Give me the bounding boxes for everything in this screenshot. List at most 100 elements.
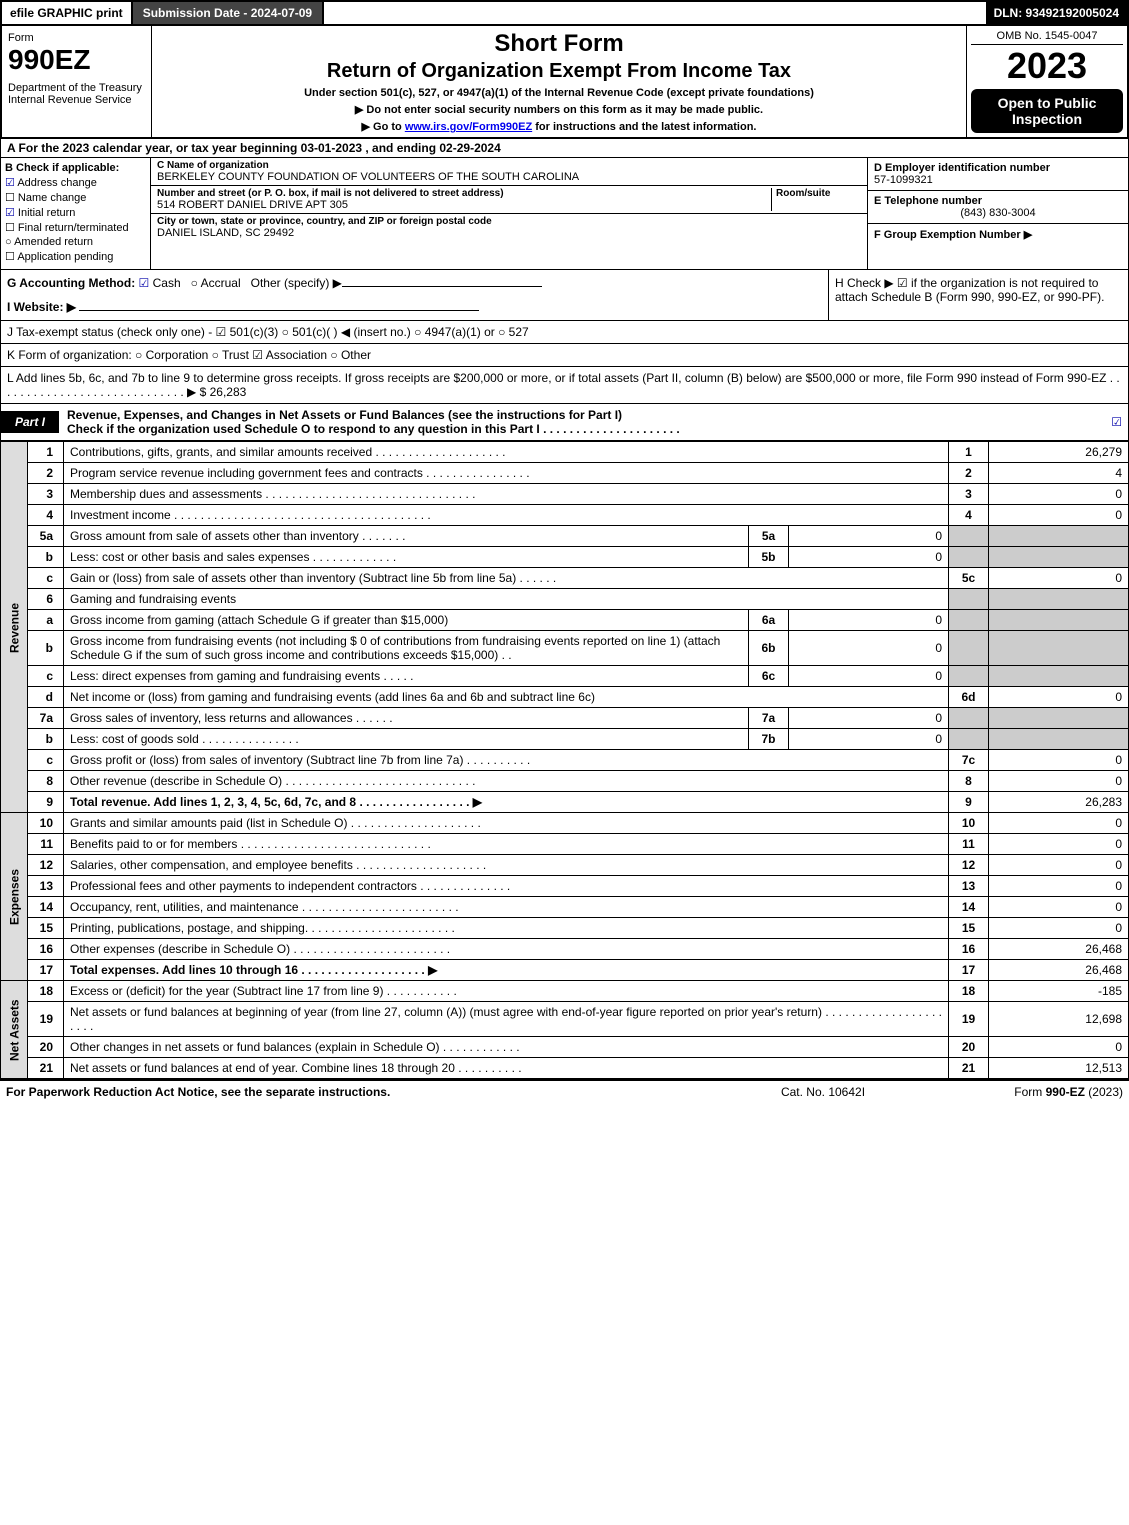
col-b-header: B Check if applicable: [5,162,146,174]
form-title-short: Short Form [160,30,958,58]
line-rval: 0 [989,568,1129,589]
chk-initial-return[interactable]: Initial return [5,206,146,219]
line-num: c [28,666,64,687]
line-rnum: 15 [949,918,989,939]
line-num: 4 [28,505,64,526]
form-title-long: Return of Organization Exempt From Incom… [160,60,958,83]
shade-cell [989,666,1129,687]
line-desc: Less: cost or other basis and sales expe… [64,547,749,568]
org-name-label: C Name of organization [157,160,861,171]
line-num: 19 [28,1002,64,1037]
chk-address-change[interactable]: Address change [5,176,146,189]
footer-cat-no: Cat. No. 10642I [723,1085,923,1099]
line-num: 1 [28,442,64,463]
line-desc: Contributions, gifts, grants, and simila… [64,442,949,463]
part-1-schedule-o-checkbox[interactable] [1111,415,1128,429]
chk-label: Application pending [17,251,113,263]
line-num: 8 [28,771,64,792]
irs-link[interactable]: www.irs.gov/Form990EZ [405,121,532,133]
line-rval: 0 [989,484,1129,505]
efile-print-button[interactable]: efile GRAPHIC print [2,2,133,24]
line-num: 7a [28,708,64,729]
dln-label: DLN: 93492192005024 [986,2,1127,24]
omb-number: OMB No. 1545-0047 [971,30,1123,45]
line-num: 10 [28,813,64,834]
shade-cell [989,631,1129,666]
ein-value: 57-1099321 [874,174,1122,186]
chk-label: Initial return [18,207,75,219]
line-rval: -185 [989,981,1129,1002]
shade-cell [949,708,989,729]
chk-cash[interactable] [139,276,153,290]
line-midnum: 5a [749,526,789,547]
shade-cell [989,610,1129,631]
line-rval: 0 [989,687,1129,708]
chk-final-return[interactable]: Final return/terminated [5,221,146,234]
open-to-public-badge: Open to Public Inspection [971,89,1123,133]
line-rnum: 8 [949,771,989,792]
line-rval: 26,468 [989,939,1129,960]
part-1-tab: Part I [1,411,59,433]
shade-cell [949,610,989,631]
footer-paperwork-notice: For Paperwork Reduction Act Notice, see … [6,1085,723,1099]
line-rval: 0 [989,750,1129,771]
chk-name-change[interactable]: Name change [5,191,146,204]
chk-label: Address change [17,177,97,189]
line-rnum: 3 [949,484,989,505]
group-exemption-header: F Group Exemption Number ▶ [874,229,1032,241]
line-num: b [28,631,64,666]
line-num: 15 [28,918,64,939]
line-rval: 0 [989,918,1129,939]
line-rnum: 13 [949,876,989,897]
line-rval: 0 [989,771,1129,792]
line-rnum: 18 [949,981,989,1002]
row-l-gross-receipts: L Add lines 5b, 6c, and 7b to line 9 to … [0,367,1129,404]
chk-application-pending[interactable]: Application pending [5,250,146,263]
line-desc: Gross profit or (loss) from sales of inv… [64,750,949,771]
line-desc: Other changes in net assets or fund bala… [64,1037,949,1058]
line-num: 2 [28,463,64,484]
line-rnum: 5c [949,568,989,589]
line-num: 6 [28,589,64,610]
line-rval: 0 [989,813,1129,834]
form-subtitle-2: ▶ Do not enter social security numbers o… [160,103,958,116]
sub3-post: for instructions and the latest informat… [532,121,756,133]
line-rval: 0 [989,897,1129,918]
cell-phone: E Telephone number (843) 830-3004 [868,191,1128,224]
address-value: 514 ROBERT DANIEL DRIVE APT 305 [157,199,771,211]
form-subtitle-3: ▶ Go to www.irs.gov/Form990EZ for instru… [160,120,958,133]
chk-label: Amended return [14,236,93,248]
shade-cell [989,526,1129,547]
chk-amended-return[interactable]: Amended return [5,236,146,248]
row-a-tax-year: A For the 2023 calendar year, or tax yea… [0,139,1129,158]
line-desc: Total revenue. Add lines 1, 2, 3, 4, 5c,… [64,792,949,813]
line-midnum: 6c [749,666,789,687]
line-rnum: 11 [949,834,989,855]
cell-group-exemption: F Group Exemption Number ▶ [868,224,1128,245]
line-rnum: 19 [949,1002,989,1037]
shade-cell [949,589,989,610]
line-midnum: 7b [749,729,789,750]
header-left: Form 990EZ Department of the Treasury In… [2,26,152,137]
line-rval: 12,698 [989,1002,1129,1037]
top-bar: efile GRAPHIC print Submission Date - 20… [0,0,1129,26]
cell-org-name: C Name of organization BERKELEY COUNTY F… [151,158,867,186]
line-rnum: 14 [949,897,989,918]
line-rval: 0 [989,855,1129,876]
line-rnum: 17 [949,960,989,981]
sidelabel-revenue: Revenue [1,442,28,813]
shade-cell [949,547,989,568]
line-desc: Net income or (loss) from gaming and fun… [64,687,949,708]
line-num: c [28,568,64,589]
website-line[interactable] [79,310,479,311]
other-specify-line[interactable] [342,286,542,287]
line-desc: Salaries, other compensation, and employ… [64,855,949,876]
form-subtitle-1: Under section 501(c), 527, or 4947(a)(1)… [160,87,958,99]
chk-accrual[interactable] [191,276,201,290]
ein-header: D Employer identification number [874,162,1122,174]
line-num: 13 [28,876,64,897]
line-rnum: 20 [949,1037,989,1058]
form-number: 990EZ [8,44,145,76]
line-rval: 0 [989,876,1129,897]
line-desc: Gain or (loss) from sale of assets other… [64,568,949,589]
